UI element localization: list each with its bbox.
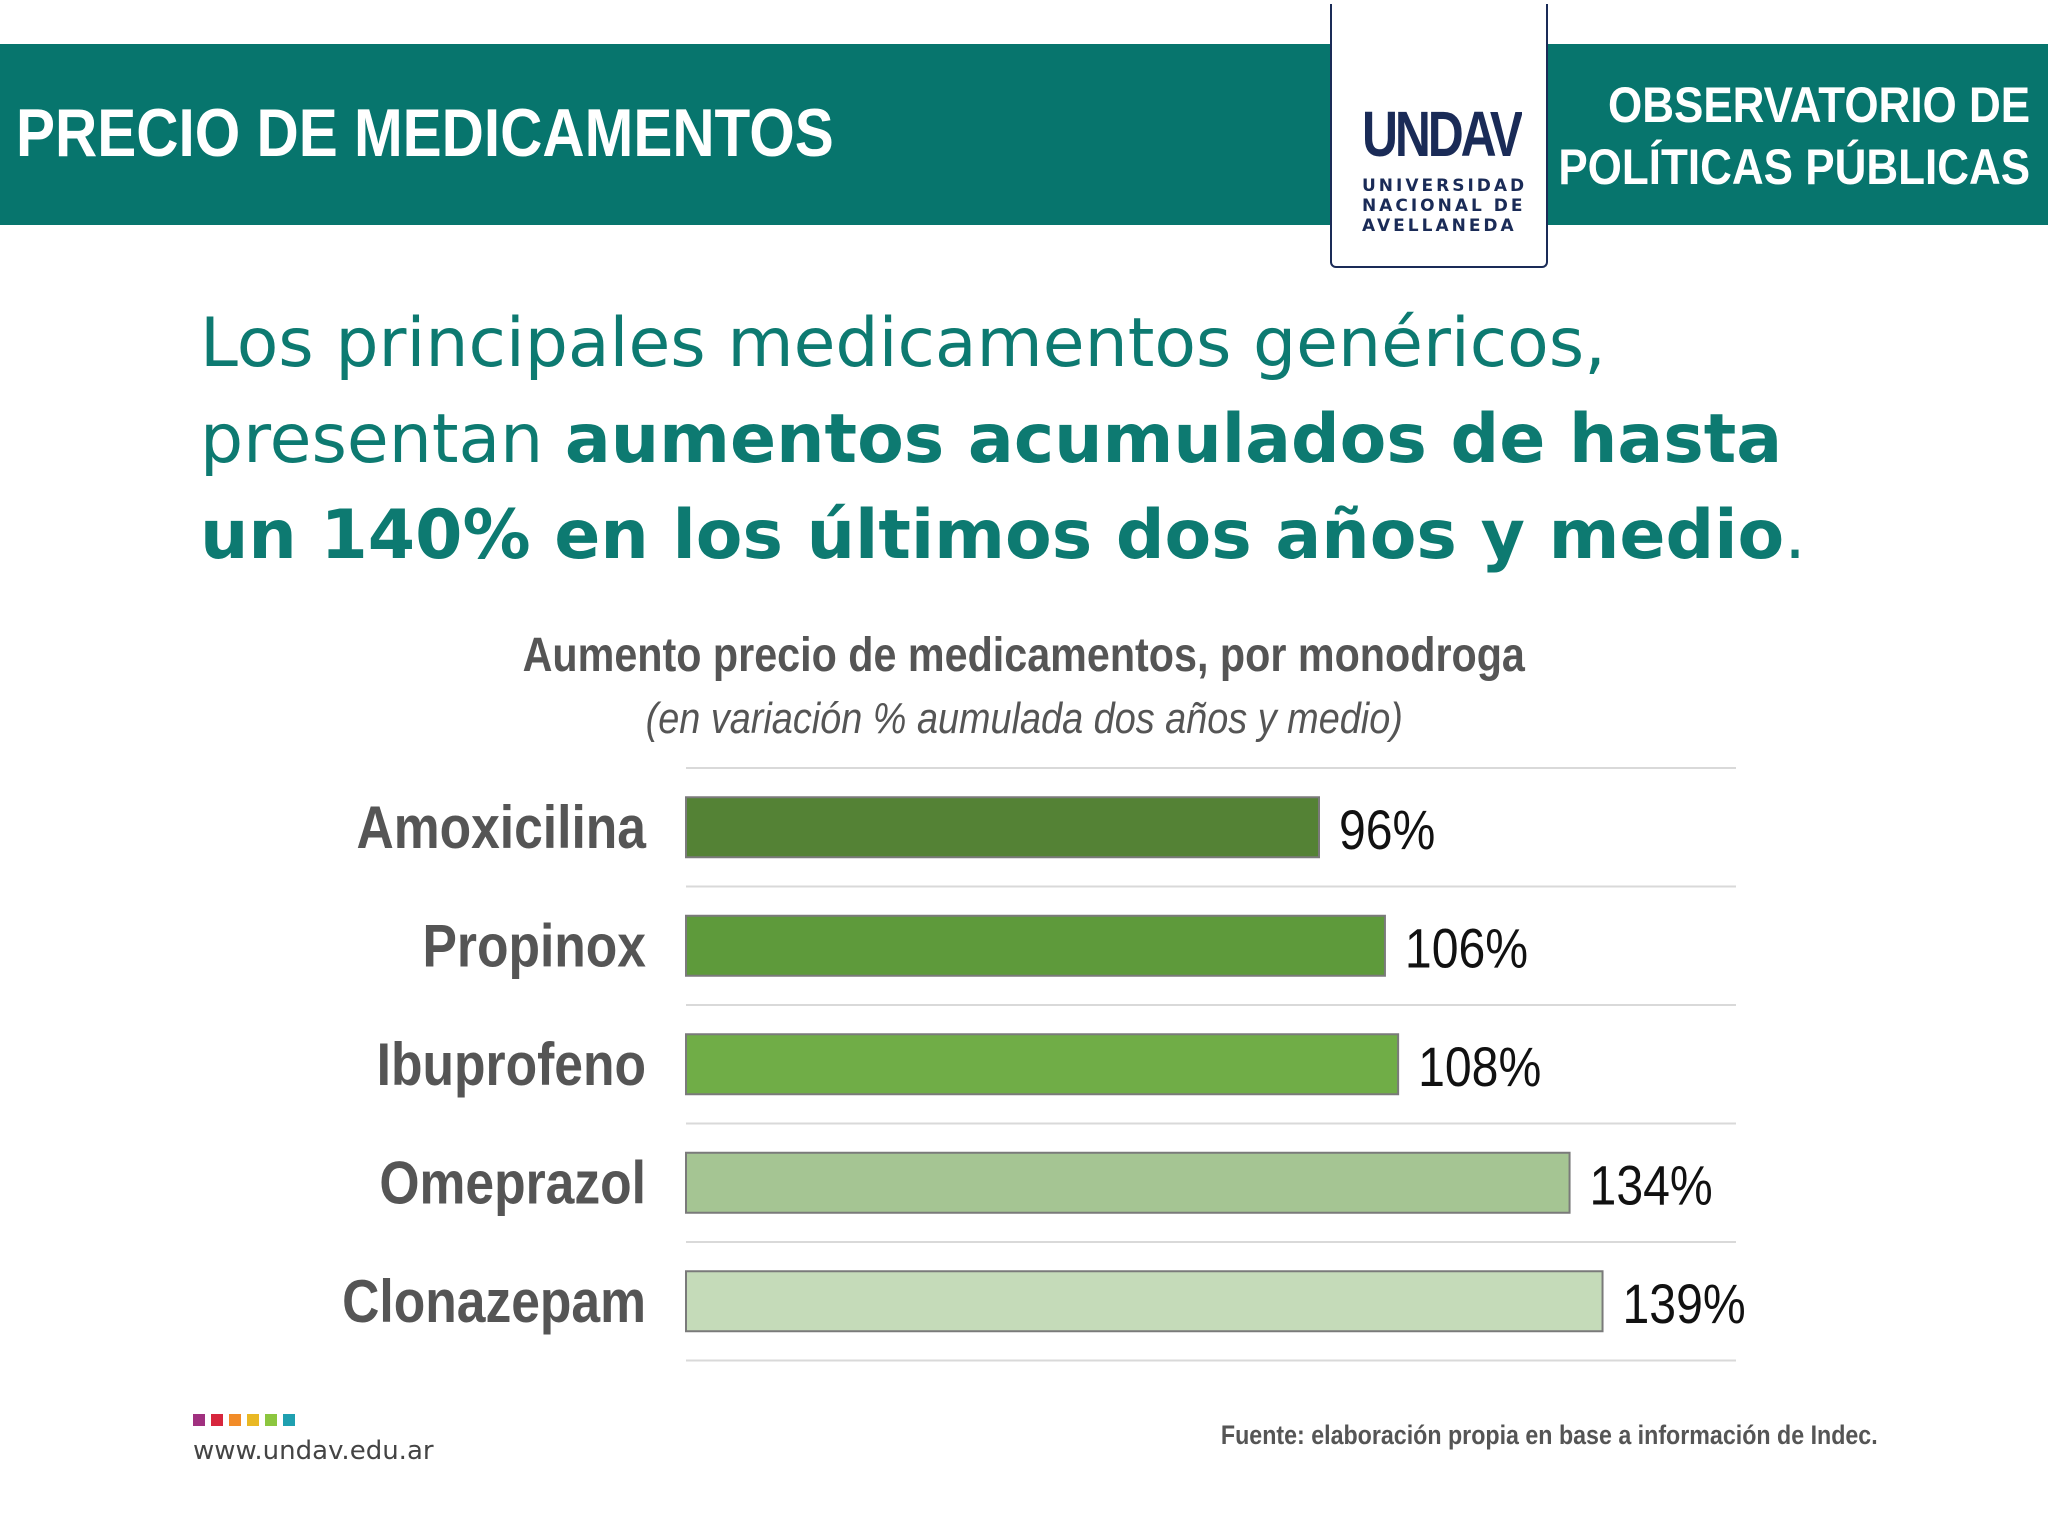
bar-amoxicilina	[685, 796, 1320, 859]
headline: Los principales medicamentos genéricos, …	[200, 296, 1900, 584]
color-dot	[193, 1414, 205, 1426]
undav-logo-mark: UNDAV	[1362, 106, 1522, 162]
chart-title: Aumento precio de medicamentos, por mono…	[0, 628, 2048, 683]
color-dot	[211, 1414, 223, 1426]
category-label: Omeprazol	[379, 1149, 646, 1217]
value-label: 134%	[1590, 1155, 1713, 1217]
bar-ibuprofeno	[685, 1033, 1400, 1096]
headline-part-1: Los principales medicamentos genéricos,	[200, 304, 1606, 383]
value-label: 139%	[1623, 1274, 1746, 1336]
bar-omeprazol	[685, 1151, 1571, 1214]
bar-clonazepam	[685, 1270, 1604, 1333]
logo-line-1: UNIVERSIDAD	[1362, 176, 1528, 196]
chart-title-text: Aumento precio de medicamentos, por mono…	[522, 629, 1526, 682]
color-dot	[247, 1414, 259, 1426]
headline-end: .	[1784, 496, 1806, 575]
website-url: www.undav.edu.ar	[193, 1436, 434, 1466]
headline-part-2: presentan	[200, 400, 565, 479]
headline-bold: aumentos acumulados de hasta un 140% en …	[200, 400, 1785, 575]
color-dots	[193, 1414, 295, 1426]
color-dot	[283, 1414, 295, 1426]
source-note: Fuente: elaboración propia en base a inf…	[1221, 1420, 1878, 1450]
logo-line-2: NACIONAL DE	[1362, 196, 1526, 216]
observatorio-line-1: OBSERVATORIO DE	[1607, 77, 2030, 133]
observatorio-label: OBSERVATORIO DE POLÍTICAS PÚBLICAS	[1558, 74, 2030, 198]
logo-line-3: AVELLANEDA	[1362, 216, 1517, 236]
logo-mark-text: UNDAV	[1362, 106, 1522, 162]
chart-subtitle-text: (en variación % aumulada dos años y medi…	[645, 694, 1403, 743]
category-label: Amoxicilina	[356, 794, 646, 862]
bar-propinox	[685, 914, 1386, 977]
category-label: Clonazepam	[342, 1268, 646, 1336]
chart-subtitle: (en variación % aumulada dos años y medi…	[0, 694, 2048, 744]
observatorio-line-2: POLÍTICAS PÚBLICAS	[1558, 139, 2030, 195]
color-dot	[229, 1414, 241, 1426]
undav-logo: UNDAV UNIVERSIDAD NACIONAL DE AVELLANEDA	[1330, 4, 1548, 268]
value-label: 106%	[1405, 918, 1528, 980]
category-label: Ibuprofeno	[377, 1031, 646, 1099]
value-label: 96%	[1339, 800, 1435, 862]
page-title: PRECIO DE MEDICAMENTOS	[16, 95, 834, 171]
logo-caption: UNIVERSIDAD NACIONAL DE AVELLANEDA	[1362, 176, 1532, 236]
value-label: 108%	[1418, 1037, 1541, 1099]
category-label: Propinox	[422, 912, 646, 980]
header-bar: PRECIO DE MEDICAMENTOS OBSERVATORIO DE P…	[0, 44, 2048, 225]
color-dot	[265, 1414, 277, 1426]
